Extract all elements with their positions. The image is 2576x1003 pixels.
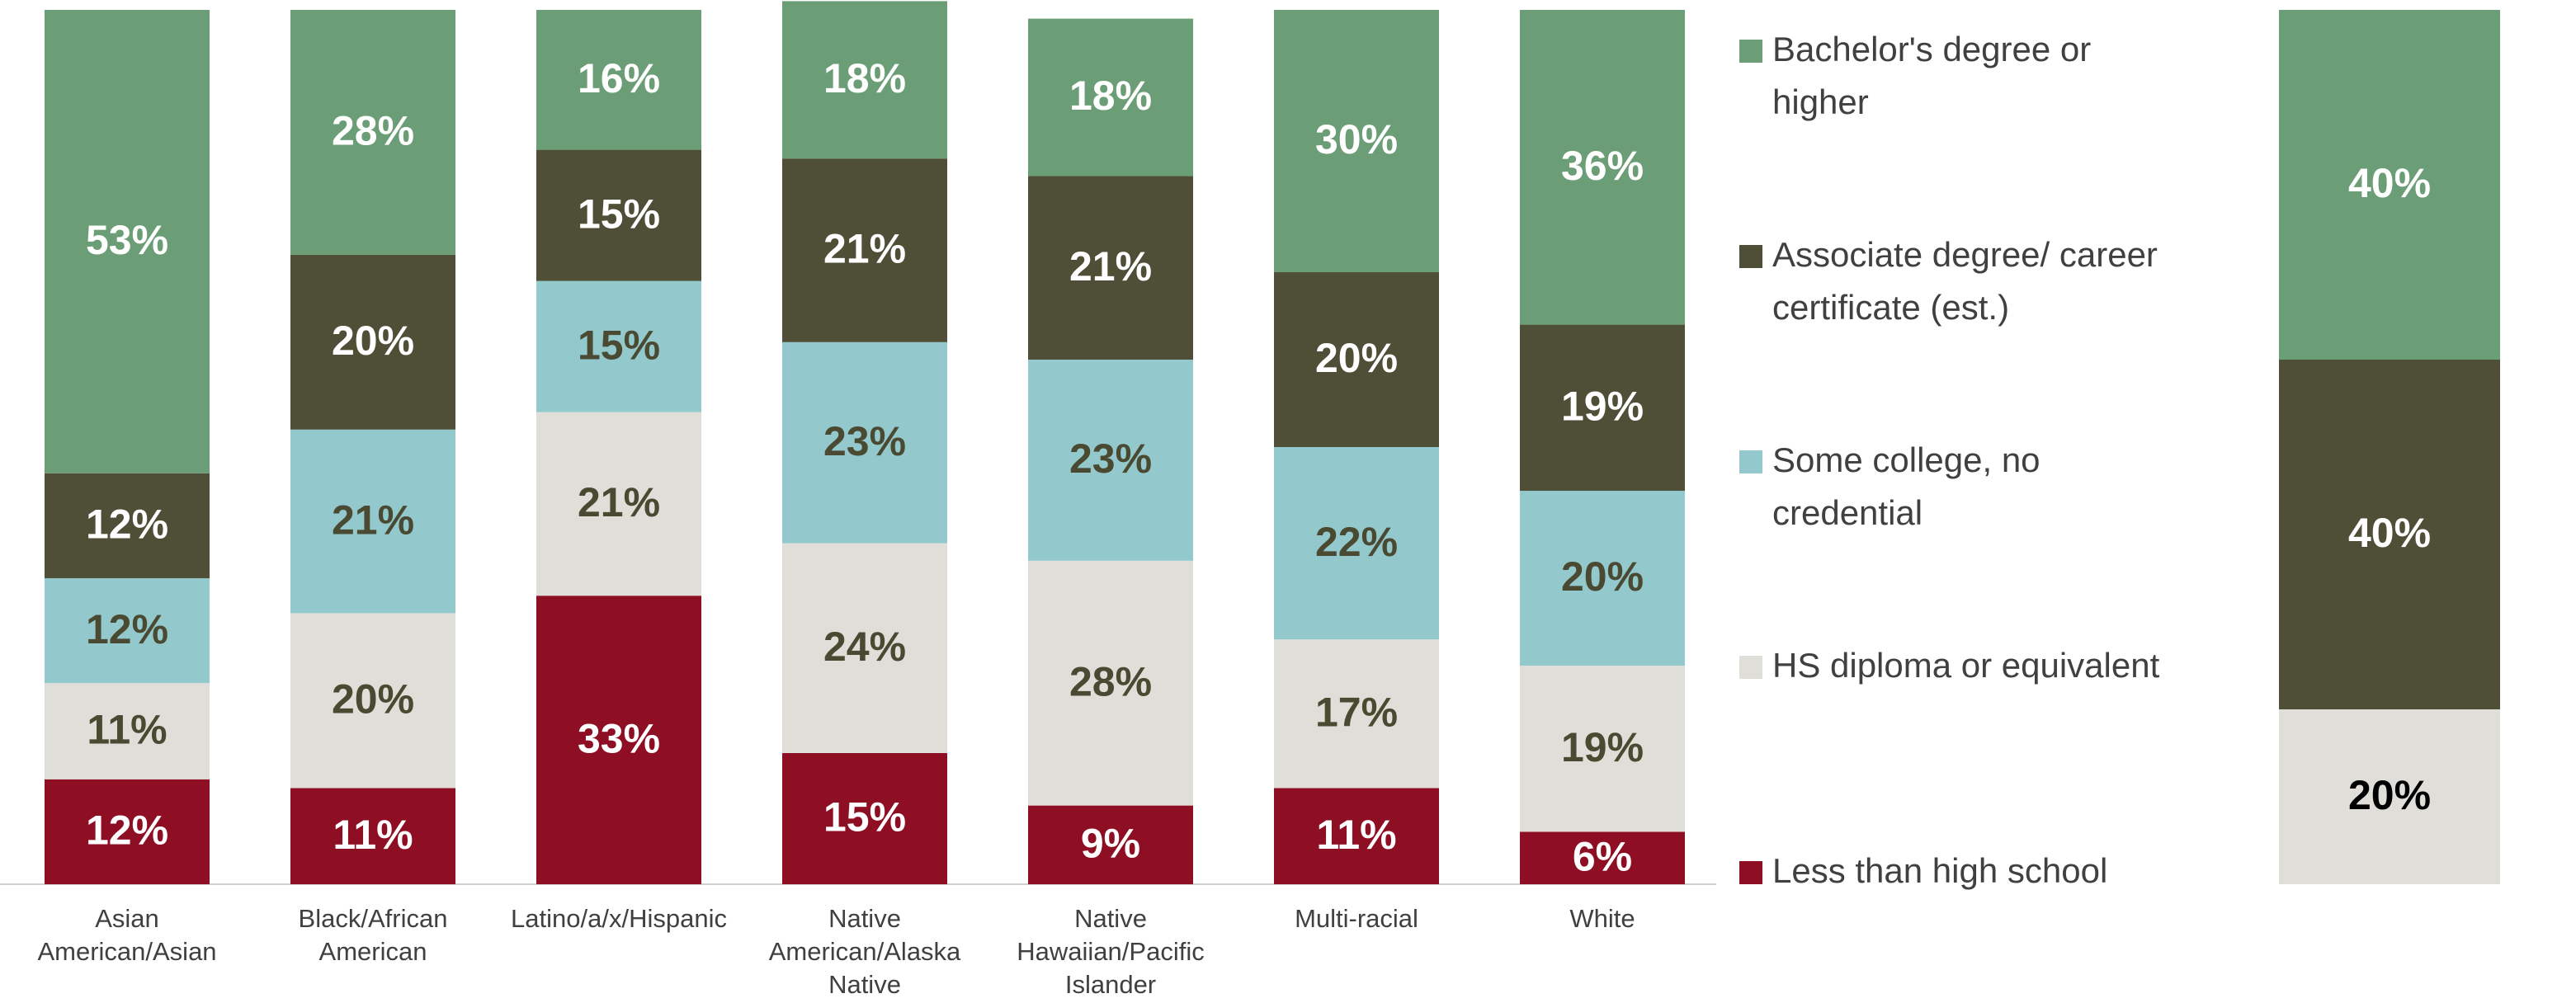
- bar-segment: [536, 280, 701, 412]
- x-tick-label: Black/African American: [298, 904, 448, 966]
- data-label: 20%: [332, 676, 414, 723]
- bar-segment: [2279, 360, 2500, 709]
- bar-segment: [782, 753, 947, 884]
- data-label: 12%: [86, 502, 168, 548]
- legend-label: HS diploma or equivalent: [1772, 646, 2160, 685]
- bar-segment: [782, 341, 947, 544]
- bar-segment: [45, 578, 210, 684]
- data-label: 24%: [823, 624, 906, 670]
- legend-swatch: [1739, 450, 1762, 473]
- data-label: 21%: [578, 479, 660, 525]
- bar-segment: [45, 683, 210, 779]
- bar-segment: [782, 158, 947, 342]
- bar-segment: [2279, 10, 2500, 360]
- data-label: 11%: [1316, 812, 1396, 858]
- bar-segment: [1520, 324, 1685, 491]
- bar-segment: [1274, 639, 1439, 789]
- data-label: 21%: [1069, 243, 1152, 290]
- bar-segment: [45, 779, 210, 884]
- data-label: 20%: [2348, 772, 2431, 818]
- bar-segment: [1274, 788, 1439, 884]
- data-label: 28%: [332, 108, 414, 154]
- x-tick-label: White: [1569, 904, 1635, 933]
- data-label: 12%: [86, 606, 168, 652]
- bar-segment: [1520, 831, 1685, 884]
- data-label: 22%: [1315, 519, 1398, 565]
- legend-swatch: [1739, 861, 1762, 884]
- data-label: 9%: [1081, 821, 1140, 867]
- legend-swatch: [1739, 40, 1762, 63]
- x-tick-label: Latino/a/x/Hispanic: [511, 904, 727, 933]
- bar-segment: [536, 149, 701, 281]
- data-label: 36%: [1561, 143, 1644, 189]
- bar-segment: [1520, 10, 1685, 325]
- data-label: 28%: [1069, 658, 1152, 704]
- bar-segment: [782, 543, 947, 753]
- x-tick-label: Multi-racial: [1295, 904, 1418, 933]
- data-label: 53%: [86, 217, 168, 263]
- bar-segment: [2279, 709, 2500, 884]
- data-label: 16%: [578, 55, 660, 101]
- data-label: 23%: [823, 418, 906, 464]
- bar-segment: [1028, 360, 1193, 561]
- bar-segment: [1274, 10, 1439, 272]
- data-label: 18%: [1069, 73, 1152, 119]
- bar-segment: [1520, 491, 1685, 666]
- bar-segment: [1520, 666, 1685, 832]
- data-label: 15%: [823, 794, 906, 841]
- bar-segment: [1274, 447, 1439, 640]
- legend-label: Some college, no credential: [1772, 440, 2041, 532]
- data-label: 20%: [332, 318, 414, 364]
- bar-segment: [536, 10, 701, 150]
- bar-segment: [290, 613, 455, 789]
- bar-segment: [290, 788, 455, 884]
- bar-segment: [290, 10, 455, 255]
- legend-label: Less than high school: [1772, 851, 2108, 890]
- legend-swatch: [1739, 245, 1762, 268]
- legend-swatch: [1739, 656, 1762, 679]
- bar-segment: [1274, 272, 1439, 447]
- bar-segment: [45, 473, 210, 578]
- data-label: 30%: [1315, 116, 1398, 162]
- bar-segment: [1028, 805, 1193, 884]
- data-label: 18%: [823, 55, 906, 101]
- bar-segment: [1028, 176, 1193, 360]
- data-label: 17%: [1315, 690, 1398, 736]
- x-tick-label: Asian American/Asian: [37, 904, 217, 966]
- legend-label: Bachelor's degree or higher: [1772, 30, 2092, 121]
- data-label: 12%: [86, 808, 168, 854]
- data-label: 15%: [578, 322, 660, 368]
- data-label: 20%: [1315, 335, 1398, 381]
- bar-segment: [1028, 560, 1193, 806]
- data-label: 19%: [1561, 384, 1644, 430]
- data-label: 21%: [332, 497, 414, 543]
- data-label: 20%: [1561, 553, 1644, 600]
- data-label: 21%: [823, 226, 906, 272]
- bar-segment: [290, 254, 455, 430]
- bar-segment: [536, 412, 701, 596]
- data-label: 19%: [1561, 724, 1644, 770]
- x-tick-label: Native American/Alaska Native: [768, 904, 961, 999]
- data-label: 11%: [333, 812, 413, 858]
- data-label: 6%: [1573, 833, 1632, 879]
- bar-segment: [1028, 18, 1193, 177]
- bar-segment: [290, 429, 455, 614]
- data-label: 23%: [1069, 436, 1152, 482]
- data-label: 40%: [2348, 160, 2431, 206]
- bar-segment: [45, 10, 210, 473]
- data-label: 11%: [87, 707, 167, 753]
- bar-segment: [782, 1, 947, 159]
- data-label: 33%: [578, 715, 660, 761]
- data-label: 40%: [2348, 510, 2431, 556]
- data-label: 15%: [578, 191, 660, 237]
- legend-label: Associate degree/ career certificate (es…: [1772, 235, 2158, 327]
- x-tick-label: Native Hawaiian/Pacific Islander: [1017, 904, 1205, 999]
- bar-segment: [536, 596, 701, 884]
